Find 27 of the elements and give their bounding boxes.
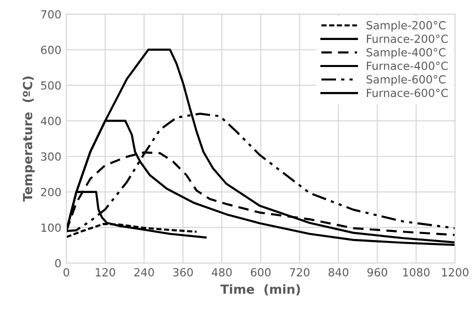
legend-label: Furnace-400°C [366,62,448,70]
x-tick-label: 480 [212,268,232,276]
legend-label: Furnace-600°C [366,88,448,98]
y-tick-label: 400 [40,116,61,126]
y-tick-label: 600 [41,46,61,54]
legend-label: Sample-200°C [366,20,446,32]
y-tick-label: 200 [41,188,61,196]
y-tick-label: 300 [41,152,61,161]
x-tick-label: 600 [250,268,271,276]
x-tick-label: 240 [134,268,154,276]
x-tick-label: 1200 [442,268,468,276]
y-tick-label: 500 [41,81,61,90]
x-tick-label: 1080 [403,268,430,276]
x-tick-label: 840 [328,268,348,276]
y-tick-label: 100 [42,223,61,232]
y-axis-title: Temperature (ºC) [22,76,35,202]
legend-label: Sample-400°C [366,48,446,59]
x-tick-label: 360 [173,268,193,276]
x-tick-label: 960 [367,268,388,276]
x-tick-label: 120 [96,268,116,276]
x-tick-label: 0 [64,268,70,276]
legend-label: Furnace-200°C [366,34,448,43]
y-tick-label: 700 [41,10,61,19]
y-tick-label: 0 [55,259,61,268]
x-tick-label: 720 [290,268,310,276]
legend-label: Sample-600°C [366,74,446,86]
x-axis-title: Time (min) [220,284,300,296]
